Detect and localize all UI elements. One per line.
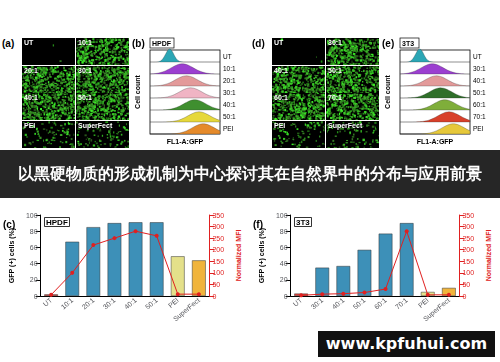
svg-text:UT: UT	[473, 53, 482, 60]
svg-text:0: 0	[34, 293, 38, 300]
svg-text:50:1: 50:1	[144, 296, 159, 310]
svg-text:Normalized MFI: Normalized MFI	[485, 230, 492, 282]
html-text:SuperFect: SuperFect	[78, 121, 113, 129]
svg-text:300: 300	[462, 223, 474, 230]
html-text:20:1: 20:1	[24, 66, 38, 74]
svg-text:PEI: PEI	[223, 125, 234, 132]
html-text:UT: UT	[24, 39, 34, 46]
svg-text:10:1: 10:1	[60, 296, 75, 310]
svg-text:UT: UT	[292, 296, 304, 308]
svg-text:SuperFect: SuperFect	[422, 296, 452, 323]
html-text:(e): (e)	[382, 38, 395, 49]
html-text:(d): (d)	[252, 38, 265, 49]
html-text:30:1: 30:1	[78, 66, 92, 74]
html-text:以黑硬物质的形成机制为中心探讨其在自然界中的分布与应用前景: 以黑硬物质的形成机制为中心探讨其在自然界中的分布与应用前景	[18, 164, 482, 183]
svg-text:350: 350	[212, 212, 224, 219]
svg-text:30:1: 30:1	[223, 89, 236, 96]
svg-text:GFP (+) cells (%): GFP (+) cells (%)	[8, 228, 16, 283]
svg-text:80: 80	[30, 228, 38, 235]
html-text:SuperFect: SuperFect	[328, 121, 363, 129]
svg-text:Cell count: Cell count	[384, 74, 391, 109]
html-text:(a): (a)	[2, 38, 15, 49]
svg-text:(f): (f)	[253, 218, 263, 230]
svg-text:70:1: 70:1	[473, 113, 486, 120]
svg-text:Cell count: Cell count	[134, 74, 141, 109]
svg-text:HPDF: HPDF	[152, 40, 172, 47]
svg-text:Normalized MFI: Normalized MFI	[235, 230, 242, 282]
svg-text:PEI: PEI	[417, 296, 430, 309]
html-text:PEI: PEI	[24, 121, 36, 129]
svg-text:UT: UT	[42, 296, 54, 308]
svg-text:SuperFect: SuperFect	[172, 296, 202, 323]
html-text:50:1: 50:1	[78, 94, 92, 101]
svg-text:30:1: 30:1	[102, 296, 117, 310]
svg-text:60: 60	[30, 244, 38, 251]
svg-text:FL1-A:GFP: FL1-A:GFP	[417, 138, 454, 145]
svg-text:20:1: 20:1	[223, 77, 236, 84]
svg-text:HPDF: HPDF	[46, 218, 68, 227]
svg-text:UT: UT	[223, 53, 232, 60]
svg-text:200: 200	[462, 246, 474, 253]
svg-text:(c): (c)	[3, 218, 16, 230]
svg-text:70:1: 70:1	[394, 296, 409, 310]
svg-text:40:1: 40:1	[331, 296, 346, 310]
svg-text:200: 200	[212, 246, 224, 253]
svg-text:20: 20	[280, 276, 288, 283]
svg-text:40:1: 40:1	[123, 296, 138, 310]
svg-text:40:1: 40:1	[473, 77, 486, 84]
svg-text:30:1: 30:1	[310, 296, 325, 310]
html-text:50:1: 50:1	[328, 66, 342, 74]
html-text:60:1: 60:1	[274, 94, 288, 101]
svg-text:250: 250	[462, 235, 474, 242]
svg-text:GFP (+) cells (%): GFP (+) cells (%)	[258, 228, 266, 283]
html-text:40:1: 40:1	[274, 66, 288, 74]
svg-text:40: 40	[280, 260, 288, 267]
svg-text:30:1: 30:1	[473, 65, 486, 72]
html-text:40:1: 40:1	[24, 94, 38, 101]
html-text:www.kpfuhui.com: www.kpfuhui.com	[325, 334, 488, 353]
html-text:(b): (b)	[132, 38, 145, 49]
svg-text:80: 80	[280, 228, 288, 235]
svg-text:20:1: 20:1	[81, 296, 96, 310]
svg-text:100: 100	[462, 269, 474, 276]
svg-text:300: 300	[212, 223, 224, 230]
svg-text:60:1: 60:1	[473, 101, 486, 108]
svg-text:100: 100	[212, 269, 224, 276]
svg-text:60: 60	[280, 244, 288, 251]
svg-text:50:1: 50:1	[473, 89, 486, 96]
svg-text:250: 250	[212, 235, 224, 242]
svg-text:150: 150	[462, 258, 474, 265]
html-text:70:1: 70:1	[328, 94, 342, 101]
svg-text:50: 50	[462, 281, 470, 288]
svg-text:60:1: 60:1	[373, 296, 388, 310]
svg-text:50:1: 50:1	[352, 296, 367, 310]
html-text:30:1: 30:1	[328, 39, 342, 46]
svg-text:0: 0	[284, 293, 288, 300]
html-text:PEI: PEI	[274, 121, 286, 129]
svg-text:50: 50	[212, 281, 220, 288]
svg-text:50:1: 50:1	[223, 113, 236, 120]
svg-text:100: 100	[26, 212, 38, 219]
svg-text:350: 350	[462, 212, 474, 219]
svg-text:0: 0	[462, 293, 466, 300]
svg-text:PEI: PEI	[473, 125, 484, 132]
html-text:UT: UT	[274, 39, 284, 46]
html-text:10:1: 10:1	[78, 39, 92, 46]
svg-text:100: 100	[276, 212, 288, 219]
svg-text:150: 150	[212, 258, 224, 265]
svg-text:FL1-A:GFP: FL1-A:GFP	[167, 138, 204, 145]
svg-text:3T3: 3T3	[296, 218, 310, 227]
svg-text:0: 0	[212, 293, 216, 300]
svg-text:40:1: 40:1	[223, 101, 236, 108]
svg-text:40: 40	[30, 260, 38, 267]
svg-text:3T3: 3T3	[402, 40, 414, 47]
svg-text:10:1: 10:1	[223, 65, 236, 72]
svg-text:20: 20	[30, 276, 38, 283]
svg-text:PEI: PEI	[167, 296, 180, 309]
